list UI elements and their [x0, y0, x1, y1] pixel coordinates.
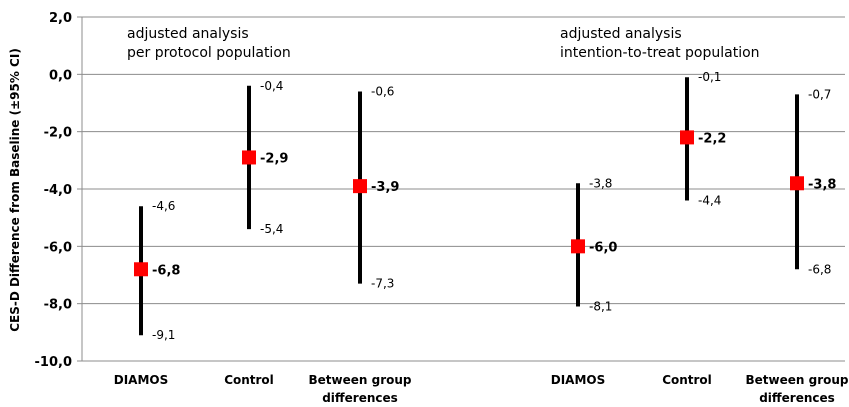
category-label: differences — [759, 391, 835, 405]
ci-lower-label: -4,4 — [698, 193, 721, 207]
ci-upper-label: -0,6 — [371, 85, 394, 99]
point-marker — [134, 262, 148, 277]
ci-upper-label: -0,7 — [808, 87, 831, 101]
panel-annotation: adjusted analysis — [127, 26, 249, 42]
point-value-label: -3,9 — [371, 180, 399, 195]
ci-upper-label: -0,1 — [698, 70, 721, 84]
y-tick-label: -8,0 — [44, 298, 72, 313]
y-tick-label: -2,0 — [44, 126, 72, 141]
panel-annotation: adjusted analysis — [560, 26, 682, 42]
panel-annotation: intention-to-treat population — [560, 45, 760, 61]
ci-lower-label: -7,3 — [371, 277, 394, 291]
y-tick-label: 0,0 — [49, 68, 72, 83]
y-tick-labels: 2,0 0,0 -2,0 -4,0 -6,0 -8,0 -10,0 — [35, 11, 72, 370]
category-label: Between group — [309, 373, 412, 387]
axes — [77, 16, 845, 362]
y-tick-label: -4,0 — [44, 183, 72, 198]
category-label: Control — [662, 373, 712, 387]
y-tick-label: -6,0 — [44, 240, 72, 255]
point-value-label: -3,8 — [808, 177, 836, 192]
category-label: DIAMOS — [114, 373, 169, 387]
category-label: differences — [322, 391, 398, 405]
ci-upper-label: -0,4 — [260, 79, 283, 93]
point-marker — [571, 239, 585, 254]
data-labels: -6,8 -4,6 -9,1 -2,9 -0,4 -5,4 -3,9 -0,6 -7,3 -6,0… — [152, 70, 836, 342]
category-label: Between group — [746, 373, 849, 387]
point-marker — [242, 150, 256, 165]
point-marker — [680, 130, 694, 145]
grid-lines — [82, 16, 845, 305]
point-value-label: -2,2 — [698, 131, 726, 146]
y-tick-label: -10,0 — [35, 355, 72, 370]
ci-lower-label: -5,4 — [260, 222, 283, 236]
ci-lower-label: -8,1 — [589, 300, 612, 314]
ci-upper-label: -4,6 — [152, 199, 175, 213]
ci-lower-label: -9,1 — [152, 328, 175, 342]
category-label: DIAMOS — [551, 373, 606, 387]
point-marker — [790, 176, 804, 191]
point-marker — [353, 179, 367, 194]
point-estimates — [134, 130, 804, 277]
point-value-label: -2,9 — [260, 151, 288, 166]
panel-annotations: adjusted analysis per protocol population… — [127, 26, 760, 61]
y-tick-label: 2,0 — [49, 11, 72, 26]
category-label: Control — [224, 373, 274, 387]
ci-upper-label: -3,8 — [589, 176, 612, 190]
ci-lower-label: -6,8 — [808, 262, 831, 276]
y-axis-label: CES-D Difference from Baseline (±95% CI) — [8, 48, 22, 332]
point-value-label: -6,8 — [152, 263, 180, 278]
x-category-labels: DIAMOS Control Between group differences DIA… — [114, 373, 849, 405]
point-value-label: -6,0 — [589, 240, 617, 255]
panel-annotation: per protocol population — [127, 45, 291, 61]
